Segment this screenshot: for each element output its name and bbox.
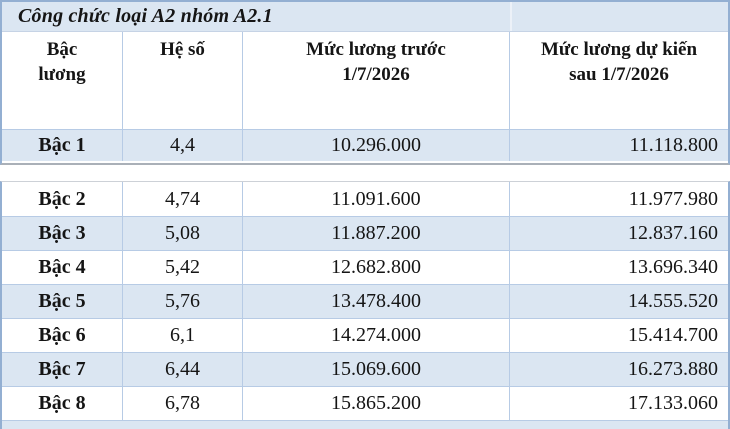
salary-level-cell: Bậc 1: [2, 130, 123, 161]
column-header-salary-after-line1: Mức lương dự kiến: [540, 39, 698, 60]
coefficient-cell: 6,44: [123, 353, 243, 386]
salary-after-cell: 13.696.340: [628, 256, 718, 278]
table-row: Bậc 7 6,44 15.069.600 16.273.880: [2, 352, 728, 386]
coefficient-cell: 6,1: [123, 319, 243, 352]
salary-before-cell: 11.091.600: [243, 182, 510, 216]
column-header-salary-before: Mức lương trước 1/7/2026: [243, 32, 510, 129]
column-header-salary-before-line2: 1/7/2026: [342, 64, 410, 86]
lower-table-rows: Bậc 2 4,74 11.091.600 11.977.980 Bậc 3 5…: [2, 182, 728, 420]
table-row: Bậc 1 4,4 10.296.000 11.118.800: [2, 129, 728, 161]
table-title-row: Công chức loại A2 nhóm A2.1: [2, 2, 728, 32]
salary-after-cell: 11.118.800: [629, 134, 718, 156]
salary-before-cell: 14.274.000: [243, 319, 510, 352]
salary-level-cell: Bậc 8: [2, 387, 123, 420]
salary-table-upper: Công chức loại A2 nhóm A2.1 Bậc lương Hệ…: [0, 0, 730, 165]
salary-before-cell: 12.682.800: [243, 251, 510, 284]
salary-level-cell: Bậc 2: [2, 182, 123, 216]
salary-before-cell: 13.478.400: [243, 285, 510, 318]
coefficient-cell: 4,74: [123, 182, 243, 216]
table-header-row: Bậc lương Hệ số Mức lương trước 1/7/2026…: [2, 32, 728, 129]
table-title-spacer-cell: [510, 2, 728, 31]
salary-after-cell: 16.273.880: [628, 358, 718, 380]
upper-table-rows: Bậc 1 4,4 10.296.000 11.118.800: [2, 129, 728, 161]
coefficient-cell: 5,42: [123, 251, 243, 284]
salary-after-cell: 12.837.160: [628, 222, 718, 244]
salary-after-cell: 15.414.700: [628, 324, 718, 346]
salary-level-cell: Bậc 7: [2, 353, 123, 386]
column-header-level-line2: lương: [38, 64, 86, 86]
salary-before-cell: 10.296.000: [243, 130, 510, 161]
table-row: Bậc 5 5,76 13.478.400 14.555.520: [2, 284, 728, 318]
column-header-coefficient-line1: Hệ số: [160, 39, 205, 60]
cutoff-next-row: [2, 420, 728, 429]
column-header-salary-before-line1: Mức lương trước: [306, 39, 446, 60]
salary-before-cell: 11.887.200: [243, 217, 510, 250]
salary-level-cell: Bậc 6: [2, 319, 123, 352]
table-row: Bậc 6 6,1 14.274.000 15.414.700: [2, 318, 728, 352]
table-row: Bậc 2 4,74 11.091.600 11.977.980: [2, 182, 728, 216]
salary-after-cell: 17.133.060: [628, 392, 718, 414]
table-row: Bậc 3 5,08 11.887.200 12.837.160: [2, 216, 728, 250]
salary-before-cell: 15.069.600: [243, 353, 510, 386]
column-header-salary-after: Mức lương dự kiến sau 1/7/2026: [510, 32, 728, 129]
salary-level-cell: Bậc 5: [2, 285, 123, 318]
coefficient-cell: 4,4: [123, 130, 243, 161]
coefficient-cell: 5,76: [123, 285, 243, 318]
salary-after-cell: 14.555.520: [628, 290, 718, 312]
salary-table-lower: Bậc 2 4,74 11.091.600 11.977.980 Bậc 3 5…: [0, 181, 730, 429]
column-header-coefficient: Hệ số: [123, 32, 243, 129]
column-header-level-line1: Bậc: [46, 39, 78, 60]
coefficient-cell: 6,78: [123, 387, 243, 420]
salary-level-cell: Bậc 3: [2, 217, 123, 250]
table-row: Bậc 8 6,78 15.865.200 17.133.060: [2, 386, 728, 420]
coefficient-cell: 5,08: [123, 217, 243, 250]
column-header-salary-after-line2: sau 1/7/2026: [569, 64, 669, 86]
table-row: Bậc 4 5,42 12.682.800 13.696.340: [2, 250, 728, 284]
column-header-level: Bậc lương: [2, 32, 123, 129]
salary-level-cell: Bậc 4: [2, 251, 123, 284]
salary-before-cell: 15.865.200: [243, 387, 510, 420]
table-title: Công chức loại A2 nhóm A2.1: [18, 5, 273, 27]
salary-after-cell: 11.977.980: [628, 187, 718, 210]
table-split-gap: [0, 165, 730, 181]
